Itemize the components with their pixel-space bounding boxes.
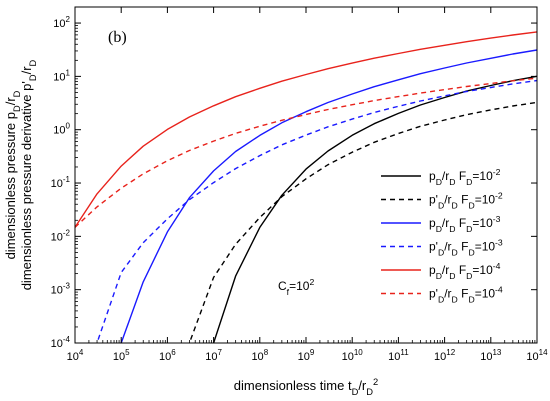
- series-line-4: [96, 79, 537, 343]
- x-tick-label: 1014: [526, 348, 548, 363]
- x-tick-label: 107: [205, 348, 222, 363]
- legend-label-4: p'D/rD FD=10-3: [429, 238, 503, 258]
- legend-label-1: pD/rD FD=10-2: [429, 167, 501, 187]
- x-tick-label: 1010: [342, 348, 364, 363]
- series-line-5: [75, 31, 537, 228]
- legend-label-5: pD/rD FD=10-4: [429, 261, 501, 281]
- x-tick-label: 1013: [480, 348, 502, 363]
- x-tick-label: 109: [298, 348, 315, 363]
- series-line-3: [120, 49, 537, 343]
- panel-label: (b): [108, 29, 127, 46]
- x-tick-label: 108: [251, 348, 268, 363]
- labels-layer: 104 105 106 107 108 109 1010 1011 1012 1013 1014 10…: [51, 15, 548, 363]
- y-tick-label: 10-2: [51, 228, 71, 243]
- x-tick-label: 1012: [434, 348, 456, 363]
- y-tick-label: 10-1: [51, 175, 71, 190]
- x-tick-label: 1011: [388, 348, 409, 363]
- series-line-2: [188, 101, 537, 343]
- annotation-cf: Cf=102: [278, 277, 314, 297]
- ticks-layer: [74, 6, 538, 344]
- series-line-6: [75, 77, 537, 228]
- y-tick-label: 10-4: [51, 335, 71, 350]
- x-tick-label: 105: [113, 348, 130, 363]
- x-tick-label: 106: [159, 348, 176, 363]
- x-tick-label: 104: [67, 348, 84, 363]
- legend-label-3: pD/rD FD=10-3: [429, 214, 501, 234]
- y-tick-label: 100: [53, 122, 70, 137]
- y-axis-title-line1: dimensionless pressure pD/rD: [3, 90, 22, 259]
- series-line-1: [212, 75, 537, 343]
- y-tick-label: 10-3: [51, 282, 71, 297]
- y-tick-label: 102: [53, 15, 70, 30]
- y-tick-label: 101: [53, 68, 70, 83]
- legend: pD/rD FD=10-2 p'D/rD FD=10-2 pD/rD FD=10-3…: [381, 167, 503, 305]
- y-axis-title-line2: dimensionless pressure derivative p'D/rD: [19, 59, 38, 290]
- legend-label-2: p'D/rD FD=10-2: [429, 191, 503, 211]
- legend-label-6: p'D/rD FD=10-4: [429, 285, 503, 305]
- x-axis-title: dimensionless time tD/rD2: [234, 377, 378, 397]
- series-layer: [75, 31, 537, 343]
